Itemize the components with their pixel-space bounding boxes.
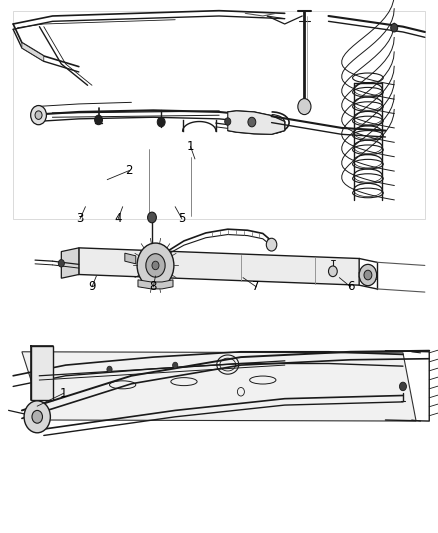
Circle shape — [148, 212, 156, 223]
Circle shape — [31, 106, 46, 125]
Circle shape — [107, 366, 112, 373]
Text: 3: 3 — [77, 212, 84, 225]
Circle shape — [364, 270, 372, 280]
Circle shape — [399, 382, 406, 391]
Circle shape — [391, 23, 398, 32]
Circle shape — [95, 115, 102, 125]
Text: 8: 8 — [150, 280, 157, 293]
Circle shape — [35, 111, 42, 119]
Polygon shape — [138, 280, 173, 289]
Circle shape — [266, 238, 277, 251]
Text: 7: 7 — [252, 280, 260, 293]
Text: 4: 4 — [114, 212, 122, 225]
Circle shape — [24, 401, 50, 433]
Polygon shape — [61, 248, 79, 278]
Text: 1: 1 — [60, 387, 67, 400]
Circle shape — [298, 99, 311, 115]
Circle shape — [248, 117, 256, 127]
Text: 2: 2 — [125, 164, 133, 177]
Circle shape — [152, 261, 159, 270]
Polygon shape — [22, 352, 416, 421]
Polygon shape — [22, 43, 44, 61]
Text: 1: 1 — [187, 140, 194, 153]
Circle shape — [359, 264, 377, 286]
Circle shape — [146, 254, 165, 277]
Text: 5: 5 — [178, 212, 185, 225]
Text: 6: 6 — [346, 280, 354, 293]
FancyBboxPatch shape — [13, 11, 425, 219]
Circle shape — [328, 266, 337, 277]
Circle shape — [173, 362, 178, 369]
Text: 9: 9 — [88, 280, 96, 293]
Polygon shape — [79, 248, 359, 285]
Circle shape — [157, 117, 165, 127]
Circle shape — [137, 243, 174, 288]
Polygon shape — [31, 346, 53, 400]
Circle shape — [58, 260, 64, 267]
Polygon shape — [228, 111, 285, 134]
Polygon shape — [125, 253, 136, 264]
Circle shape — [225, 118, 231, 125]
Circle shape — [32, 410, 42, 423]
